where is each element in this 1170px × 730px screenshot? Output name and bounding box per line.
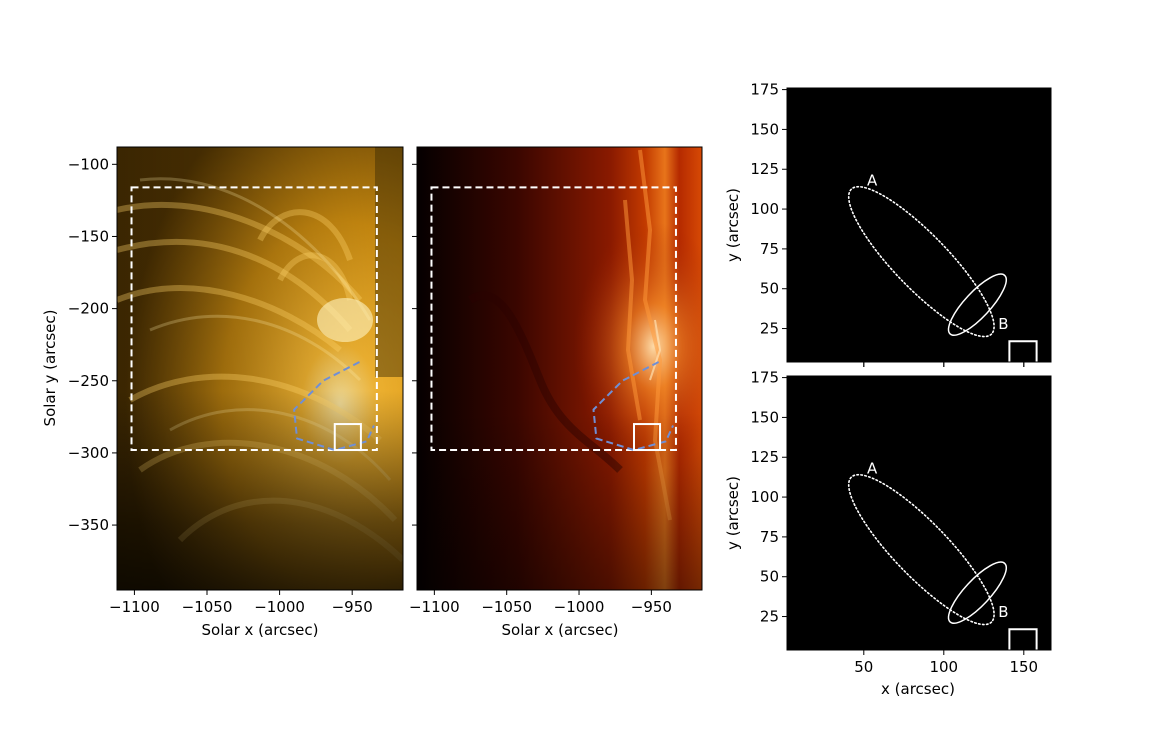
y-tick-label: 175 (750, 369, 779, 387)
ellipse-b (947, 273, 1007, 336)
corner-box (1008, 340, 1038, 362)
bottom-right-x-axis-label: x (arcsec) (881, 680, 955, 698)
y-tick-label: 100 (750, 488, 779, 506)
ellipse-label-b: B (998, 315, 1008, 333)
axes-ticks: −1100 −1050 −1000 −950 −100 −150 −200 −250 −300 −… (68, 81, 1038, 676)
small-box (333, 423, 362, 452)
loop-trace-line (293, 361, 375, 452)
y-tick-label: 75 (760, 240, 779, 258)
red-image (417, 147, 702, 590)
x-tick-label: −1000 (254, 598, 305, 616)
x-tick-label: −950 (332, 598, 373, 616)
bottom-right-y-axis-label: y (arcsec) (724, 476, 742, 550)
top-right-panel: AB (786, 87, 1052, 363)
top-right-image (787, 88, 1051, 362)
y-tick-label: 25 (760, 608, 779, 626)
gold-panel (116, 146, 404, 591)
gold-image (117, 147, 403, 590)
x-tick-label: −950 (631, 598, 672, 616)
gold-overlays (130, 186, 378, 452)
y-tick-label: 150 (750, 408, 779, 426)
ellipse-label-b: B (998, 603, 1008, 621)
bottom-right-panel: AB (786, 375, 1052, 651)
y-tick-label: −300 (68, 444, 109, 462)
x-tick-label: −1050 (481, 598, 532, 616)
ellipse-b (947, 561, 1007, 624)
middle-x-axis-label: Solar x (arcsec) (502, 621, 619, 639)
ellipse-label-a: A (867, 459, 878, 477)
red-overlays (430, 186, 677, 452)
ellipse-a (847, 473, 995, 626)
top-right-y-axis-label: y (arcsec) (724, 188, 742, 262)
x-tick-label: 150 (1009, 658, 1038, 676)
x-tick-label: −1100 (109, 598, 160, 616)
dashed-region-box (130, 186, 378, 452)
y-tick-label: −350 (68, 516, 109, 534)
loop-trace-line (592, 361, 674, 452)
y-tick-label: −150 (68, 227, 109, 245)
small-box (633, 423, 662, 452)
y-tick-label: −200 (68, 300, 109, 318)
red-panel (416, 146, 703, 591)
x-tick-label: 50 (854, 658, 873, 676)
y-tick-label: 175 (750, 81, 779, 99)
y-tick-label: −100 (68, 155, 109, 173)
y-tick-label: 50 (760, 568, 779, 586)
y-tick-label: 150 (750, 120, 779, 138)
x-tick-label: −1000 (554, 598, 605, 616)
y-tick-label: 125 (750, 448, 779, 466)
x-tick-label: −1100 (409, 598, 460, 616)
top-right-overlays: AB (847, 171, 1038, 362)
bottom-right-image (787, 376, 1051, 650)
x-tick-label: 100 (929, 658, 958, 676)
corner-box (1008, 628, 1038, 650)
ellipse-a (847, 185, 995, 338)
y-tick-label: −250 (68, 372, 109, 390)
dashed-region-box (430, 186, 677, 452)
y-tick-label: 25 (760, 320, 779, 338)
y-tick-label: 125 (750, 160, 779, 178)
left-y-axis-label: Solar y (arcsec) (41, 310, 59, 427)
y-tick-label: 75 (760, 528, 779, 546)
left-x-axis-label: Solar x (arcsec) (202, 621, 319, 639)
bottom-right-overlays: AB (847, 459, 1038, 650)
y-tick-label: 100 (750, 200, 779, 218)
x-tick-label: −1050 (182, 598, 233, 616)
y-tick-label: 50 (760, 280, 779, 298)
ellipse-label-a: A (867, 171, 878, 189)
